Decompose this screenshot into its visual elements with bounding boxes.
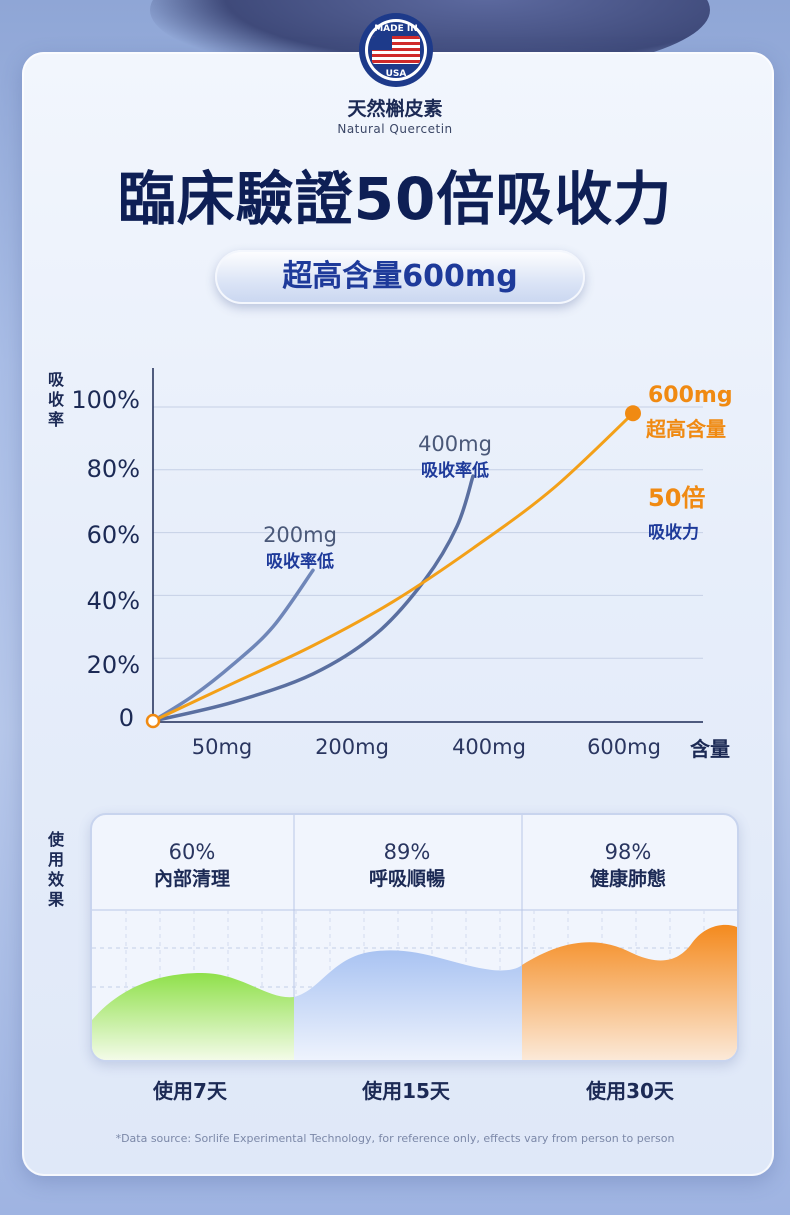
series-600mg-endpoint xyxy=(625,405,641,422)
annotation-600mg-dose: 600mg xyxy=(648,383,733,408)
series-200mg-line xyxy=(151,568,315,723)
x-tick-label: 50mg xyxy=(191,735,253,759)
badge-text-top: MADE IN xyxy=(374,24,418,34)
annotation-400mg-dose: 400mg xyxy=(418,432,492,456)
effects-label: 使用效果 xyxy=(47,830,65,910)
effect-column: 89% 呼吸順暢 xyxy=(296,840,518,891)
brand-name-cn: 天然槲皮素 xyxy=(347,98,443,120)
origin-point xyxy=(145,713,161,729)
usage-period: 使用15天 xyxy=(362,1079,450,1103)
y-tick-label: 60% xyxy=(86,521,140,549)
wave-7-days xyxy=(92,973,294,1060)
annotation-200mg-note: 吸收率低 xyxy=(266,552,334,572)
wave-15-days xyxy=(294,950,522,1060)
effect-percent: 98% xyxy=(604,840,652,864)
effects-panel xyxy=(90,813,739,1062)
page-title: 臨床驗證50倍吸收力 xyxy=(117,165,673,233)
usage-period: 使用7天 xyxy=(153,1079,227,1103)
vertical-label-char: 吸 xyxy=(47,370,64,389)
effect-name: 呼吸順暢 xyxy=(368,868,445,890)
vertical-label-char: 果 xyxy=(47,890,64,909)
annotation-400mg: 400mg 吸收率低 xyxy=(395,432,515,481)
y-axis-label: 吸收率 xyxy=(47,370,65,430)
y-tick-label: 20% xyxy=(86,651,140,679)
x-tick-label: 600mg xyxy=(587,735,661,759)
y-tick-label: 40% xyxy=(86,587,140,615)
annotation-absorption-power: 吸收力 xyxy=(648,523,699,543)
y-tick-label: 100% xyxy=(71,386,140,414)
x-axis-label: 含量 xyxy=(690,737,730,761)
effect-name: 內部清理 xyxy=(153,868,230,890)
annotation-600mg-note: 超高含量 xyxy=(646,417,726,441)
data-source-footnote: *Data source: Sorlife Experimental Techn… xyxy=(115,1132,675,1145)
y-tick-label: 0 xyxy=(118,704,134,732)
absorption-chart xyxy=(145,368,703,729)
made-in-usa-badge: MADE IN USA xyxy=(359,13,433,87)
brand-name-en: Natural Quercetin xyxy=(337,122,453,136)
effects-wave-chart xyxy=(92,815,737,1060)
effect-percent: 89% xyxy=(383,840,431,864)
series-400mg-line xyxy=(151,474,475,723)
usage-period: 使用30天 xyxy=(586,1079,674,1103)
effect-percent: 60% xyxy=(168,840,216,864)
badge-text-bottom: USA xyxy=(386,69,407,79)
annotation-200mg-dose: 200mg xyxy=(263,523,337,547)
annotation-50x: 50倍 xyxy=(648,484,706,512)
vertical-label-char: 效 xyxy=(47,870,64,889)
annotation-200mg: 200mg 吸收率低 xyxy=(240,523,360,572)
effect-name: 健康肺態 xyxy=(589,868,666,890)
effect-column: 60% 內部清理 xyxy=(92,840,292,891)
x-tick-label: 400mg xyxy=(452,735,526,759)
series-600mg-line xyxy=(151,411,635,723)
vertical-label-char: 率 xyxy=(47,410,64,429)
y-tick-label: 80% xyxy=(86,455,140,483)
vertical-label-char: 用 xyxy=(47,850,64,869)
wave-30-days xyxy=(522,924,737,1060)
effect-column: 98% 健康肺態 xyxy=(522,840,734,891)
vertical-label-char: 使 xyxy=(47,830,64,849)
annotation-400mg-note: 吸收率低 xyxy=(421,461,489,481)
vertical-label-char: 收 xyxy=(47,390,64,409)
dosage-pill: 超高含量600mg xyxy=(215,250,585,304)
x-tick-label: 200mg xyxy=(315,735,389,759)
